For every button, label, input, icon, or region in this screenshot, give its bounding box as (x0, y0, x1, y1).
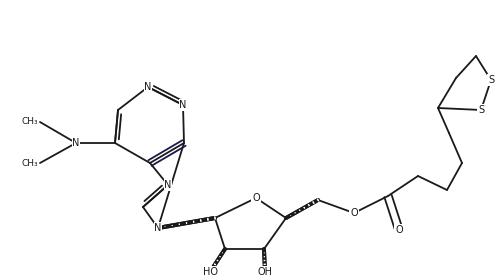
Text: N: N (72, 138, 80, 148)
Text: N: N (154, 223, 162, 233)
Text: CH₃: CH₃ (21, 118, 38, 126)
Text: S: S (488, 75, 494, 85)
Text: S: S (478, 105, 484, 115)
Text: N: N (179, 100, 187, 110)
Text: O: O (350, 208, 358, 218)
Text: O: O (395, 225, 403, 235)
Text: N: N (72, 138, 80, 148)
Text: N: N (145, 82, 151, 92)
Text: O: O (252, 193, 260, 203)
Text: OH: OH (257, 267, 273, 277)
Text: CH₃: CH₃ (21, 158, 38, 168)
Text: HO: HO (202, 267, 217, 277)
Text: N: N (164, 180, 172, 190)
